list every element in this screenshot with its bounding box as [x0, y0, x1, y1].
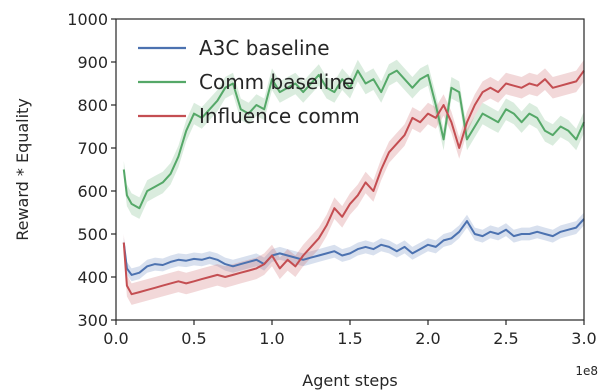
y-tick-label: 400 [77, 268, 108, 287]
confidence-bands [123, 59, 585, 305]
a3c-baseline-line [122, 218, 585, 276]
influence-comm-legend-label: Influence comm [199, 104, 360, 128]
y-tick-label: 1000 [67, 10, 108, 29]
y-tick-label: 600 [77, 182, 108, 201]
x-tick-label: 1.5 [337, 329, 362, 348]
y-tick-label: 500 [77, 225, 108, 244]
x-axis-label: Agent steps [302, 371, 397, 390]
y-axis-label: Reward * Equality [13, 98, 32, 241]
y-tick-label: 700 [77, 139, 108, 158]
influence-comm-band [123, 59, 585, 305]
x-tick-label: 0.5 [181, 329, 206, 348]
x-axis-offset-label: 1e8 [575, 364, 598, 378]
y-tick-label: 300 [77, 311, 108, 330]
y-tick-label: 900 [77, 53, 108, 72]
x-axis-ticks: 0.0 0.5 1.0 1.5 2.0 2.5 3.0 [103, 320, 597, 348]
y-tick-label: 800 [77, 96, 108, 115]
y-axis-ticks: 300 400 500 600 700 800 900 1000 [67, 10, 116, 330]
x-tick-label: 0.0 [103, 329, 128, 348]
x-tick-label: 3.0 [571, 329, 596, 348]
x-tick-label: 2.0 [415, 329, 440, 348]
a3c-baseline-legend-label: A3C baseline [199, 36, 330, 60]
influence-comm-line [122, 70, 585, 296]
plot-area [122, 59, 585, 305]
x-tick-label: 1.0 [259, 329, 284, 348]
x-tick-label: 2.5 [493, 329, 518, 348]
legend: A3C baseline Comm baseline Influence comm [138, 36, 360, 128]
comm-baseline-line [122, 69, 585, 210]
comm-baseline-legend-label: Comm baseline [199, 70, 354, 94]
series-lines [122, 69, 585, 296]
